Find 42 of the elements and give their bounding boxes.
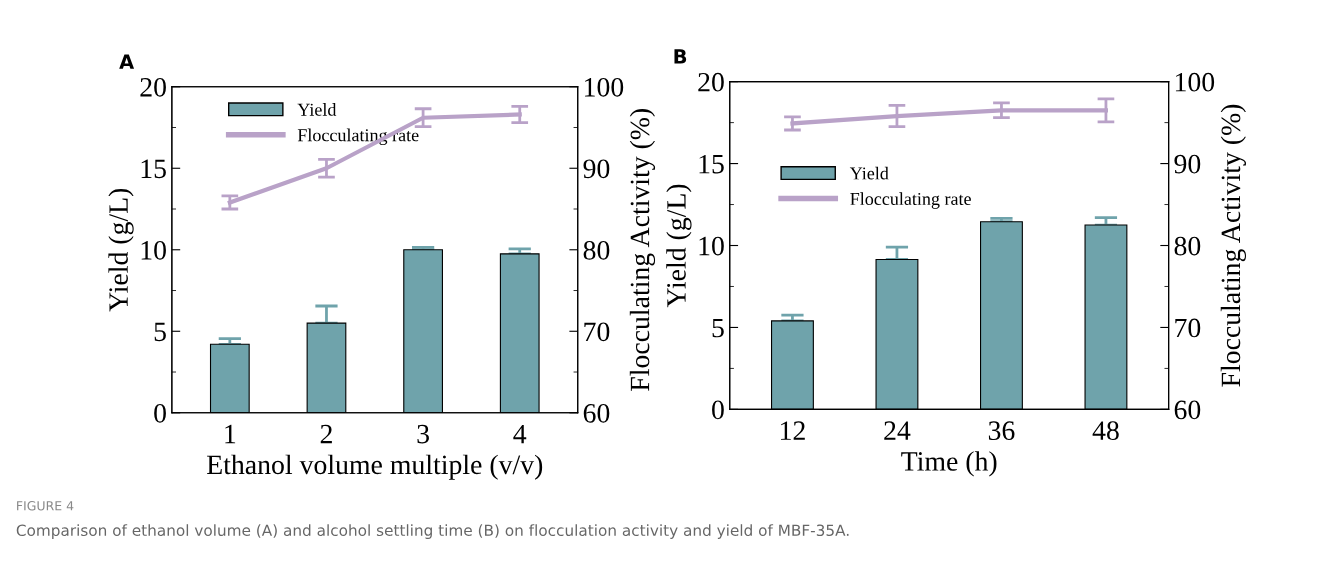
y2-tick-label: 90 bbox=[583, 159, 610, 179]
legend-label: Flocculating rate bbox=[297, 128, 419, 146]
y-tick-label: 15 bbox=[699, 154, 724, 174]
y-tick-label: 20 bbox=[698, 72, 724, 92]
caption: FIGURE 4 bbox=[17, 501, 74, 511]
y-tick-label: 0 bbox=[712, 400, 724, 420]
text: Comparison of ethanol volume (A) and alcohol settling time (B) on flocculation activity and yield of MBF-35A. bbox=[16, 524, 849, 539]
y-axis-title: Yield (g/L) bbox=[666, 184, 692, 308]
x-tick-label: 4 bbox=[513, 424, 527, 444]
legend-label: Yield bbox=[849, 166, 889, 180]
y-tick-label: 0 bbox=[154, 403, 166, 423]
x-tick-label: 48 bbox=[1092, 421, 1119, 441]
y2-axis-title: Flocculating Activity (%) bbox=[1220, 104, 1246, 387]
y-tick-label: 15 bbox=[141, 159, 166, 179]
y2-tick-label: 90 bbox=[1174, 154, 1201, 174]
y-tick-label: 10 bbox=[699, 236, 724, 256]
y-tick-label: 20 bbox=[140, 77, 166, 97]
y2-tick-label: 100 bbox=[1175, 72, 1215, 92]
y2-tick-label: 70 bbox=[1175, 318, 1201, 338]
y2-tick-label: 70 bbox=[584, 322, 610, 342]
x-tick-label: 3 bbox=[417, 424, 429, 444]
y-axis-title: Yield (g/L) bbox=[108, 188, 134, 312]
x-tick-label: 12 bbox=[781, 421, 805, 440]
x-tick-label: 1 bbox=[225, 424, 236, 444]
y-tick-label: 5 bbox=[712, 318, 724, 338]
x-tick-label: 36 bbox=[988, 421, 1015, 441]
x-tick-label: 2 bbox=[320, 424, 332, 444]
legend-label: Yield bbox=[297, 103, 337, 116]
y2-tick-label: 100 bbox=[585, 77, 624, 97]
legend-label: Flocculating rate bbox=[850, 192, 971, 209]
y2-tick-label: 80 bbox=[1174, 236, 1201, 256]
y2-axis-title: Flocculating Activity (%) bbox=[629, 109, 656, 391]
y-tick-label: 10 bbox=[141, 240, 166, 260]
y2-tick-label: 80 bbox=[583, 240, 610, 260]
chart-title: A bbox=[119, 54, 135, 69]
y-tick-label: 5 bbox=[154, 322, 166, 342]
x-axis-title: Time (h) bbox=[901, 451, 997, 477]
chart-title: B bbox=[674, 49, 687, 64]
y2-tick-label: 60 bbox=[1174, 400, 1201, 420]
x-axis-title: Ethanol volume multiple (v/v) bbox=[207, 454, 543, 480]
y2-tick-label: 60 bbox=[583, 403, 610, 423]
x-tick-label: 24 bbox=[884, 421, 911, 440]
